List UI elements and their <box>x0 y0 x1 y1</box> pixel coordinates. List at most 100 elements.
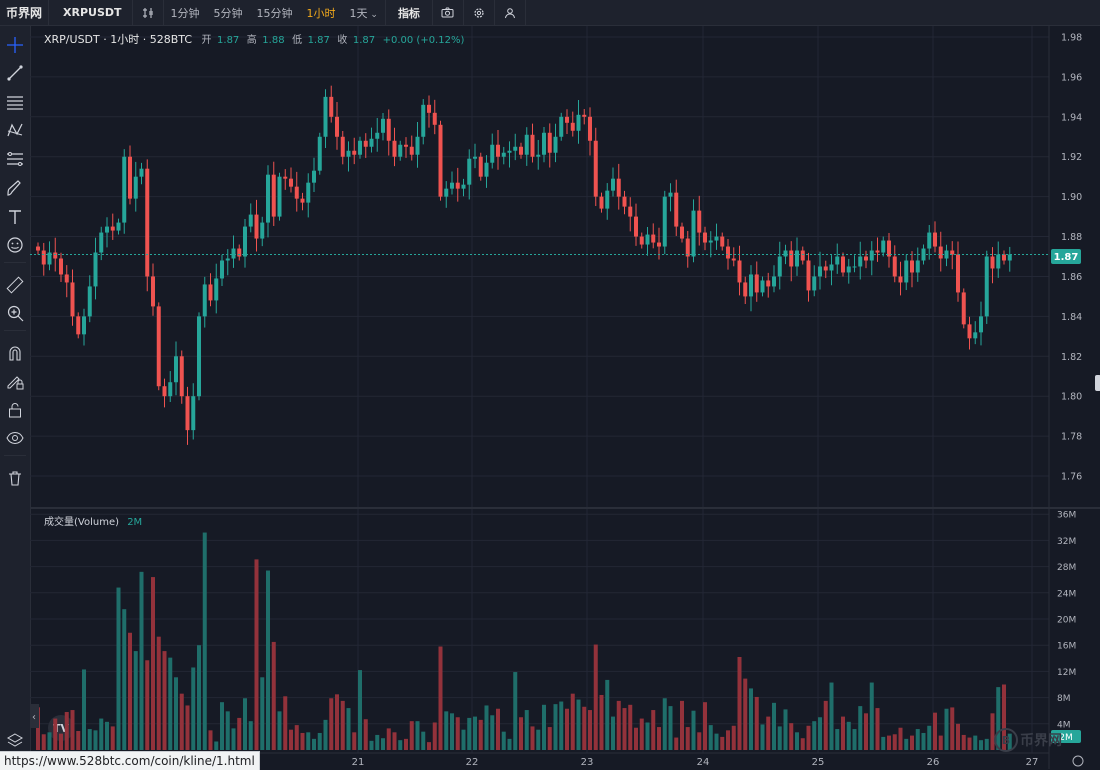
candle-body <box>726 246 730 259</box>
eye-icon[interactable] <box>4 427 26 449</box>
candle-body <box>829 264 834 271</box>
volume-tick-label: 16M <box>1057 642 1076 652</box>
volume-bar <box>191 667 196 750</box>
candle-body <box>823 266 828 271</box>
axis-settings-icon[interactable] <box>1072 755 1084 767</box>
volume-tick-label: 12M <box>1057 668 1076 678</box>
compare-icon[interactable] <box>133 0 163 25</box>
time-axis[interactable]: 21 22 23 24 25 26 27 <box>352 757 1039 768</box>
volume-bar <box>450 713 454 750</box>
text-tool-icon[interactable] <box>4 206 26 228</box>
horizontal-lines-icon[interactable] <box>4 91 26 113</box>
volume-bar <box>818 717 822 750</box>
volume-bar <box>726 730 730 750</box>
emoji-icon[interactable] <box>4 234 26 256</box>
candle-body <box>674 192 679 227</box>
volume-bar <box>133 651 138 750</box>
ruler-icon[interactable] <box>4 274 26 296</box>
site-logo[interactable]: 币界网 <box>6 6 43 20</box>
volume-bar <box>852 729 857 750</box>
volume-tick-label: 32M <box>1057 537 1076 547</box>
volume-bar <box>933 712 937 750</box>
volume-bar <box>145 660 150 750</box>
panel-toggle-handle[interactable] <box>1095 375 1100 391</box>
trash-icon[interactable] <box>4 467 26 489</box>
volume-bar <box>346 708 351 750</box>
volume-bar <box>731 725 736 750</box>
user-icon[interactable] <box>495 0 525 25</box>
settings-gear-icon[interactable] <box>464 0 494 25</box>
price-tick-label: 1.80 <box>1061 392 1082 403</box>
lock-icon[interactable] <box>4 399 26 421</box>
zoom-in-icon[interactable] <box>4 302 26 324</box>
volume-bar <box>519 717 523 750</box>
candle-body <box>605 190 610 209</box>
volume-bar <box>841 716 845 750</box>
time-tick-label: 26 <box>927 757 940 768</box>
scroll-left-handle[interactable] <box>30 704 39 728</box>
volume-bar <box>461 729 466 750</box>
timeframe-1d-dropdown[interactable]: 1天 <box>343 5 385 21</box>
fib-retracement-icon[interactable] <box>4 148 26 170</box>
trend-line-icon[interactable] <box>4 62 26 84</box>
timeframe-15m[interactable]: 15分钟 <box>256 6 293 20</box>
magnet-icon[interactable] <box>4 342 26 364</box>
camera-icon-glyph <box>441 7 454 18</box>
brush-icon[interactable] <box>4 177 26 199</box>
price-tick-label: 1.92 <box>1061 152 1082 163</box>
candle-body <box>105 226 109 233</box>
candle-body <box>283 176 288 179</box>
volume-bar <box>409 721 414 750</box>
timeframe-1m[interactable]: 1分钟 <box>170 6 200 20</box>
volume-bar <box>783 709 788 750</box>
legend-close-value: 1.87 <box>353 35 375 46</box>
legend-low-label: 低 <box>292 33 302 46</box>
candle-body <box>898 276 903 283</box>
indicators-button[interactable]: 指标 <box>397 6 420 20</box>
candle-body <box>835 256 840 265</box>
volume-bar <box>421 731 426 750</box>
volume-bar <box>64 712 69 750</box>
candlestick-chart[interactable]: TV 1.981.961.941.921.901.881.861.841.821… <box>30 26 1100 769</box>
volume-bar <box>869 682 874 750</box>
candle-body <box>967 324 972 339</box>
candle-body <box>289 178 293 187</box>
camera-icon[interactable] <box>433 0 463 25</box>
volume-bar <box>162 651 167 750</box>
candle-body <box>542 132 546 155</box>
crosshair-icon[interactable] <box>4 34 26 56</box>
candle-body <box>588 116 592 141</box>
candle-body <box>381 118 385 133</box>
candle-body <box>559 116 564 137</box>
candle-body <box>812 276 817 291</box>
candle-body <box>708 240 713 243</box>
candle-body <box>501 152 506 157</box>
candle-body <box>524 134 529 155</box>
top-toolbar: 币界网 XRPUSDT 1分钟 5分钟 15分钟 1小时 1天 指标 <box>0 0 1100 26</box>
status-bar-url: https://www.528btc.com/coin/kline/1.html <box>0 751 260 770</box>
volume-bar <box>593 644 598 750</box>
volume-bar <box>335 694 339 750</box>
volume-axis[interactable]: 36M 32M 28M 24M 20M 16M 12M 8M 4M <box>1057 511 1076 731</box>
legend-high-value: 1.88 <box>262 35 284 46</box>
candle-body <box>513 146 518 151</box>
timeframe-5m[interactable]: 5分钟 <box>213 6 243 20</box>
candle-body <box>639 236 644 245</box>
candle-body <box>743 282 748 297</box>
candle-body <box>145 168 150 277</box>
candle-body <box>427 104 431 113</box>
volume-bar <box>329 698 334 750</box>
timeframe-1h[interactable]: 1小时 <box>306 6 336 20</box>
volume-bar <box>662 698 667 750</box>
layers-icon[interactable] <box>4 729 26 751</box>
lock-drawing-icon[interactable] <box>4 370 26 392</box>
candle-body <box>87 286 92 317</box>
pattern-icon[interactable] <box>4 119 26 141</box>
time-tick-label: 22 <box>466 757 479 768</box>
symbol-selector[interactable]: XRPUSDT <box>63 6 122 19</box>
volume-bar <box>737 656 742 750</box>
volume-bar <box>910 735 914 750</box>
candle-body <box>760 280 765 293</box>
price-axis[interactable]: 1.98 1.96 1.94 1.92 1.90 1.88 1.86 1.84 1.82 1.80… <box>1061 32 1082 482</box>
candle-body <box>271 174 276 217</box>
